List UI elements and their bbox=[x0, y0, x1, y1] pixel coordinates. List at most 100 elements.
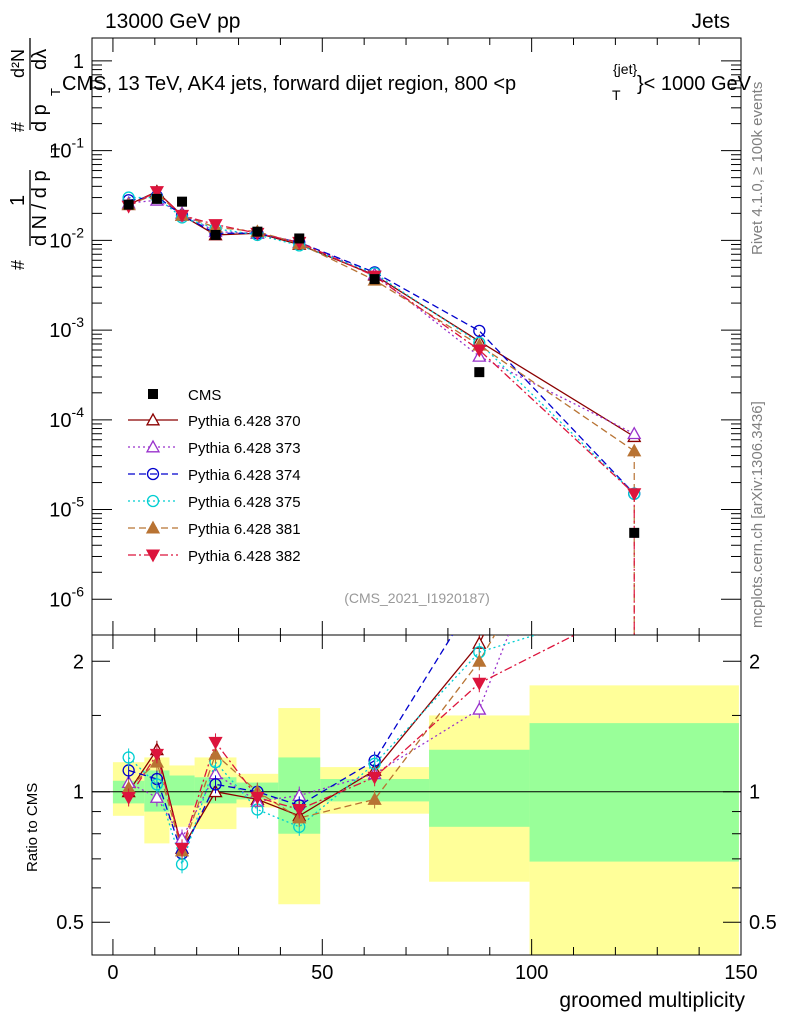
ratio-point-1-7 bbox=[472, 701, 487, 715]
band-green-7 bbox=[429, 749, 530, 827]
y-label-t-2: T bbox=[48, 88, 63, 96]
legend-entry-4: Pythia 6.428 381 bbox=[128, 520, 301, 538]
y-tick-label: 10-3 bbox=[49, 314, 84, 342]
ratio-point-5-6 bbox=[367, 771, 382, 785]
legend-entry-2: Pythia 6.428 374 bbox=[128, 467, 301, 484]
y-label-t-1: T bbox=[48, 145, 63, 153]
series-4-point-8 bbox=[627, 443, 642, 457]
cms-point-1 bbox=[151, 193, 162, 204]
x-tick-label: 0 bbox=[107, 962, 118, 984]
legend: CMS Pythia 6.428 370 Pythia 6.428 373 Pyth… bbox=[128, 387, 301, 565]
y-label-d2n: d²N bbox=[8, 49, 28, 78]
cms-point-8 bbox=[629, 527, 640, 538]
legend-label-1: Pythia 6.428 373 bbox=[188, 440, 301, 457]
ratio-bands bbox=[112, 685, 739, 955]
ratio-point-3-1 bbox=[150, 778, 164, 791]
ratio-line-5 bbox=[128, 635, 577, 851]
series-5-point-2 bbox=[174, 209, 190, 223]
ratio-point-5-2 bbox=[174, 842, 190, 856]
main-panel: 10-6 10-5 10-4 10-3 10-2 10-1 1 (CMS_2021_I192… bbox=[49, 37, 742, 636]
ratio-point-3-6 bbox=[368, 757, 381, 770]
y-axis-label-main: # 1 d N / d p T # d²N d p T dλ bbox=[7, 38, 63, 270]
legend-cms-marker bbox=[148, 389, 158, 399]
y-tick-label: 10-2 bbox=[49, 224, 84, 252]
cms-point-3 bbox=[210, 229, 221, 240]
main-frame bbox=[91, 37, 742, 636]
y-label-one: 1 bbox=[7, 195, 29, 206]
y-tick-label: 10-6 bbox=[49, 583, 84, 611]
ratio-frame bbox=[91, 634, 742, 956]
x-tick-label: 50 bbox=[311, 962, 333, 984]
plot-title-sup: {jet} bbox=[613, 61, 637, 77]
series-line-5 bbox=[128, 190, 635, 495]
plot-title-sub: T bbox=[612, 87, 621, 103]
ratio-y-tick-label: 0.5 bbox=[56, 912, 84, 934]
ratio-point-5-4 bbox=[250, 792, 265, 805]
ratio-panel: 0.5 0.5 1 1 2 2 0 50 100 150 Ratio to CMS groomed… bbox=[24, 634, 777, 1012]
ratio-point-2-0 bbox=[122, 764, 135, 777]
cms-point-5 bbox=[294, 233, 305, 244]
legend-marker-3 bbox=[146, 494, 160, 508]
series-1-point-8 bbox=[627, 426, 642, 440]
legend-marker-5 bbox=[145, 549, 161, 563]
band-green-8 bbox=[529, 723, 739, 862]
band-green-2 bbox=[169, 775, 195, 806]
ratio-y-tick-label: 2 bbox=[73, 651, 84, 673]
y-label-dpt: d p bbox=[29, 104, 51, 132]
plot-title-end: }< 1000 GeV bbox=[637, 73, 752, 95]
legend-marker-1 bbox=[145, 439, 161, 453]
ratio-point-5-0 bbox=[121, 792, 136, 805]
ratio-point-5-1 bbox=[149, 748, 165, 762]
y-label-dlambda: dλ bbox=[29, 49, 51, 70]
y-tick-label: 1 bbox=[73, 51, 84, 73]
ratio-point-5-3 bbox=[208, 736, 223, 750]
series-5-point-7 bbox=[472, 344, 487, 358]
ratio-point-1-1 bbox=[149, 790, 165, 803]
legend-marker-2 bbox=[146, 467, 160, 481]
y-tick-label: 10-5 bbox=[49, 494, 84, 522]
ratio-point-4-7 bbox=[472, 653, 487, 667]
legend-label-3: Pythia 6.428 375 bbox=[188, 494, 301, 511]
y-label-hash-2: # bbox=[8, 122, 28, 132]
header-right: Jets bbox=[691, 10, 730, 33]
rivet-label: Rivet 4.1.0, ≥ 100k events bbox=[749, 82, 766, 255]
cms-point-0 bbox=[123, 199, 134, 210]
y-label-hash-1: # bbox=[8, 260, 28, 270]
legend-label-2: Pythia 6.428 374 bbox=[188, 467, 301, 484]
ratio-line-3 bbox=[128, 635, 538, 867]
series-5-point-3 bbox=[208, 219, 223, 232]
legend-cms: CMS bbox=[148, 387, 221, 404]
ratio-line-1 bbox=[128, 635, 510, 840]
ratio-y-tick-label: 1 bbox=[73, 782, 84, 804]
x-axis-label: groomed multiplicity bbox=[559, 989, 745, 1012]
ratio-y-tick-label-right: 2 bbox=[749, 651, 760, 673]
legend-marker-0 bbox=[145, 412, 161, 426]
x-tick-label: 150 bbox=[724, 962, 757, 984]
cms-point-7 bbox=[474, 367, 485, 378]
ratio-line-2 bbox=[128, 635, 454, 856]
ratio-y-tick-label-right: 0.5 bbox=[749, 912, 777, 934]
legend-label-4: Pythia 6.428 381 bbox=[188, 521, 301, 538]
ratio-point-5-5 bbox=[292, 804, 307, 817]
legend-cms-label: CMS bbox=[188, 387, 221, 404]
series-5-point-1 bbox=[149, 186, 165, 199]
ratio-point-4-3 bbox=[208, 746, 223, 760]
series-2-point-7 bbox=[473, 324, 486, 338]
ratio-point-5-7 bbox=[472, 677, 487, 691]
band-green-6 bbox=[320, 779, 430, 802]
analysis-watermark: (CMS_2021_I1920187) bbox=[344, 590, 490, 606]
ratio-point-2-3 bbox=[209, 778, 222, 791]
y-label-dn-dpt: d N / d p bbox=[29, 170, 51, 246]
legend-entry-0: Pythia 6.428 370 bbox=[128, 412, 301, 430]
legend-entry-3: Pythia 6.428 375 bbox=[128, 494, 301, 511]
legend-entry-5: Pythia 6.428 382 bbox=[128, 548, 301, 565]
legend-label-0: Pythia 6.428 370 bbox=[188, 413, 301, 430]
legend-entry-1: Pythia 6.428 373 bbox=[128, 439, 301, 457]
cms-point-6 bbox=[369, 274, 380, 285]
ratio-point-3-2 bbox=[175, 858, 189, 871]
ratio-series-markers bbox=[121, 635, 487, 874]
ratio-point-4-6 bbox=[367, 792, 382, 805]
legend-marker-4 bbox=[145, 520, 161, 534]
y-tick-label: 10-4 bbox=[49, 404, 84, 432]
